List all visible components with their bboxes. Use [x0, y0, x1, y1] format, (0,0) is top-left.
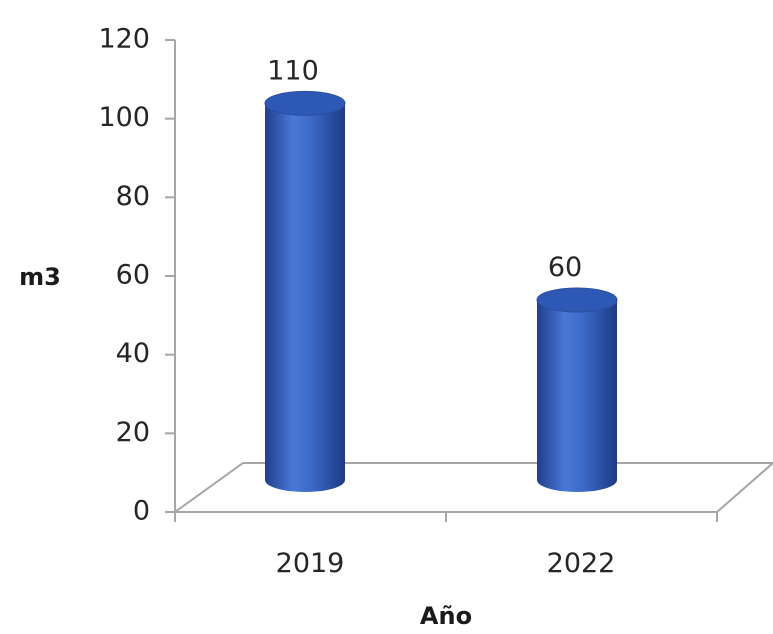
x-axis-title: Año — [420, 602, 472, 630]
bar-body — [537, 300, 617, 492]
y-tick-label: 120 — [98, 24, 150, 55]
chart-floor — [171, 462, 773, 513]
y-axis-tick-labels: 0 20 40 60 80 100 120 — [98, 24, 150, 527]
bar-top-cap — [264, 90, 346, 116]
y-axis-tickmarks — [165, 39, 175, 513]
y-tick-label: 60 — [116, 260, 150, 291]
x-tick-label-2019: 2019 — [276, 548, 345, 579]
y-axis-title: m3 — [19, 263, 61, 291]
bars-group — [264, 90, 618, 492]
y-tick-label: 20 — [116, 417, 150, 448]
bar-2022 — [536, 287, 618, 492]
y-tick-label: 40 — [116, 338, 150, 369]
y-tick-label: 0 — [133, 496, 150, 527]
x-tick-label-2022: 2022 — [547, 548, 616, 579]
bar-top-cap — [536, 287, 618, 313]
data-label-2019: 110 — [267, 55, 319, 86]
y-tick-label: 100 — [98, 102, 150, 133]
data-label-2022: 60 — [548, 252, 582, 283]
bar-body — [265, 103, 345, 492]
bar-2019 — [264, 90, 346, 492]
y-tick-label: 80 — [116, 181, 150, 212]
